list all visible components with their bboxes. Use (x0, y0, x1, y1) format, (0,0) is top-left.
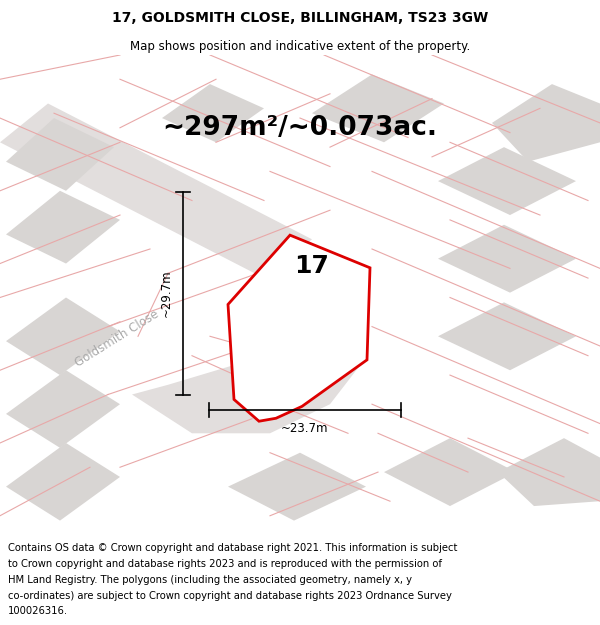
Polygon shape (228, 452, 366, 521)
Text: HM Land Registry. The polygons (including the associated geometry, namely x, y: HM Land Registry. The polygons (includin… (8, 575, 412, 585)
Text: ~29.7m: ~29.7m (160, 269, 173, 317)
Text: Map shows position and indicative extent of the property.: Map shows position and indicative extent… (130, 39, 470, 52)
Polygon shape (492, 84, 600, 162)
Polygon shape (384, 438, 516, 506)
Polygon shape (438, 225, 576, 292)
Polygon shape (6, 443, 120, 521)
Polygon shape (438, 147, 576, 215)
Text: 100026316.: 100026316. (8, 606, 68, 616)
Polygon shape (438, 302, 576, 370)
Polygon shape (312, 74, 444, 142)
Text: to Crown copyright and database rights 2023 and is reproduced with the permissio: to Crown copyright and database rights 2… (8, 559, 442, 569)
Polygon shape (6, 298, 120, 375)
Polygon shape (228, 235, 370, 421)
Text: Goldsmith Close: Goldsmith Close (73, 308, 161, 370)
Polygon shape (0, 104, 312, 278)
Text: co-ordinates) are subject to Crown copyright and database rights 2023 Ordnance S: co-ordinates) are subject to Crown copyr… (8, 591, 452, 601)
Text: ~297m²/~0.073ac.: ~297m²/~0.073ac. (163, 115, 437, 141)
Polygon shape (6, 118, 114, 191)
Polygon shape (162, 84, 264, 142)
Text: ~23.7m: ~23.7m (281, 422, 329, 435)
Text: 17: 17 (295, 254, 329, 278)
Polygon shape (6, 191, 120, 264)
Text: 17, GOLDSMITH CLOSE, BILLINGHAM, TS23 3GW: 17, GOLDSMITH CLOSE, BILLINGHAM, TS23 3G… (112, 11, 488, 25)
Polygon shape (132, 336, 360, 433)
Text: Contains OS data © Crown copyright and database right 2021. This information is : Contains OS data © Crown copyright and d… (8, 543, 457, 553)
Polygon shape (6, 370, 120, 448)
Polygon shape (498, 438, 600, 506)
